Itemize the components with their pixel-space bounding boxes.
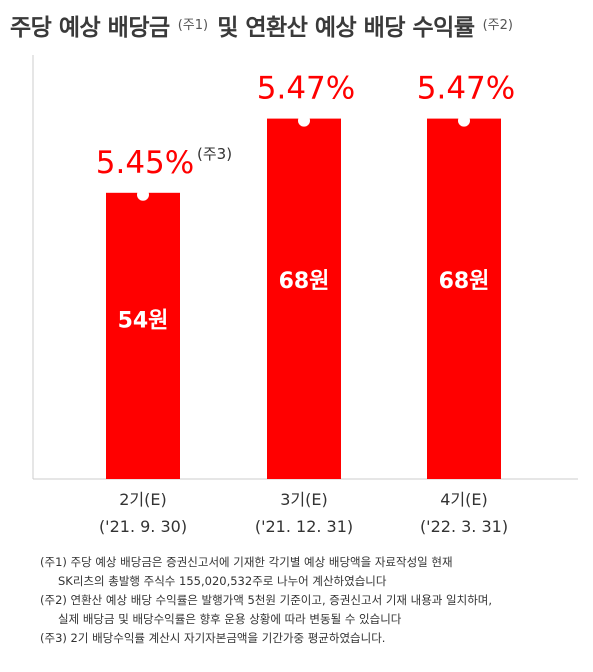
title-part-2: 및 연환산 예상 배당 수익률	[217, 15, 475, 41]
bar-top-dot	[137, 188, 149, 201]
bar-chart: 54원 5.45% (주3) 2기(E) ('21. 9. 30) 68원 5.47% 3기(…	[32, 55, 578, 536]
footnote-line: (주1) 주당 예상 배당금은 증권신고서에 기재한 각기별 예상 배당액을 자…	[40, 555, 453, 569]
yield-note: (주3)	[197, 145, 232, 163]
chart-title: 주당 예상 배당금 (주1) 및 연환산 예상 배당 수익률 (주2)	[10, 8, 585, 42]
bar-value-label: 68원	[279, 269, 330, 294]
title-note-1: (주1)	[177, 18, 209, 33]
bar	[267, 118, 341, 479]
footnote-line: 실제 배당금 및 배당수익률은 향후 운용 상황에 따라 변동될 수 있습니다	[58, 612, 402, 626]
bar	[427, 118, 501, 479]
yield-label: 5.45%	[96, 145, 194, 181]
title-note-2: (주2)	[482, 18, 513, 33]
x-tick-label: 3기(E)	[280, 490, 328, 509]
footnote-line: (주3) 2기 배당수익률 계산시 자기자본금액을 기간가중 평균하였습니다.	[40, 631, 386, 645]
footnote-line: (주2) 연환산 예상 배당 수익률은 발행가액 5천원 기준이고, 증권신고서…	[40, 593, 493, 607]
bar-value-label: 54원	[118, 308, 169, 333]
footnotes: (주1) 주당 예상 배당금은 증권신고서에 기재한 각기별 예상 배당액을 자…	[40, 553, 585, 648]
title-part-1: 주당 예상 배당금	[10, 15, 170, 41]
x-tick-sublabel: ('22. 3. 31)	[420, 517, 508, 536]
x-tick-sublabel: ('21. 9. 30)	[99, 517, 187, 536]
bar	[106, 192, 180, 480]
yield-label: 5.47%	[417, 71, 515, 107]
x-tick-label: 2기(E)	[119, 490, 167, 509]
yield-label: 5.47%	[257, 71, 355, 107]
x-tick-label: 4기(E)	[440, 490, 488, 509]
bar-top-dot	[298, 114, 310, 127]
bar-top-dot	[458, 114, 470, 127]
x-tick-sublabel: ('21. 12. 31)	[255, 517, 353, 536]
bar-value-label: 68원	[439, 269, 490, 294]
footnote-line: SK리츠의 총발행 주식수 155,020,532주로 나누어 계산하였습니다	[58, 574, 387, 588]
